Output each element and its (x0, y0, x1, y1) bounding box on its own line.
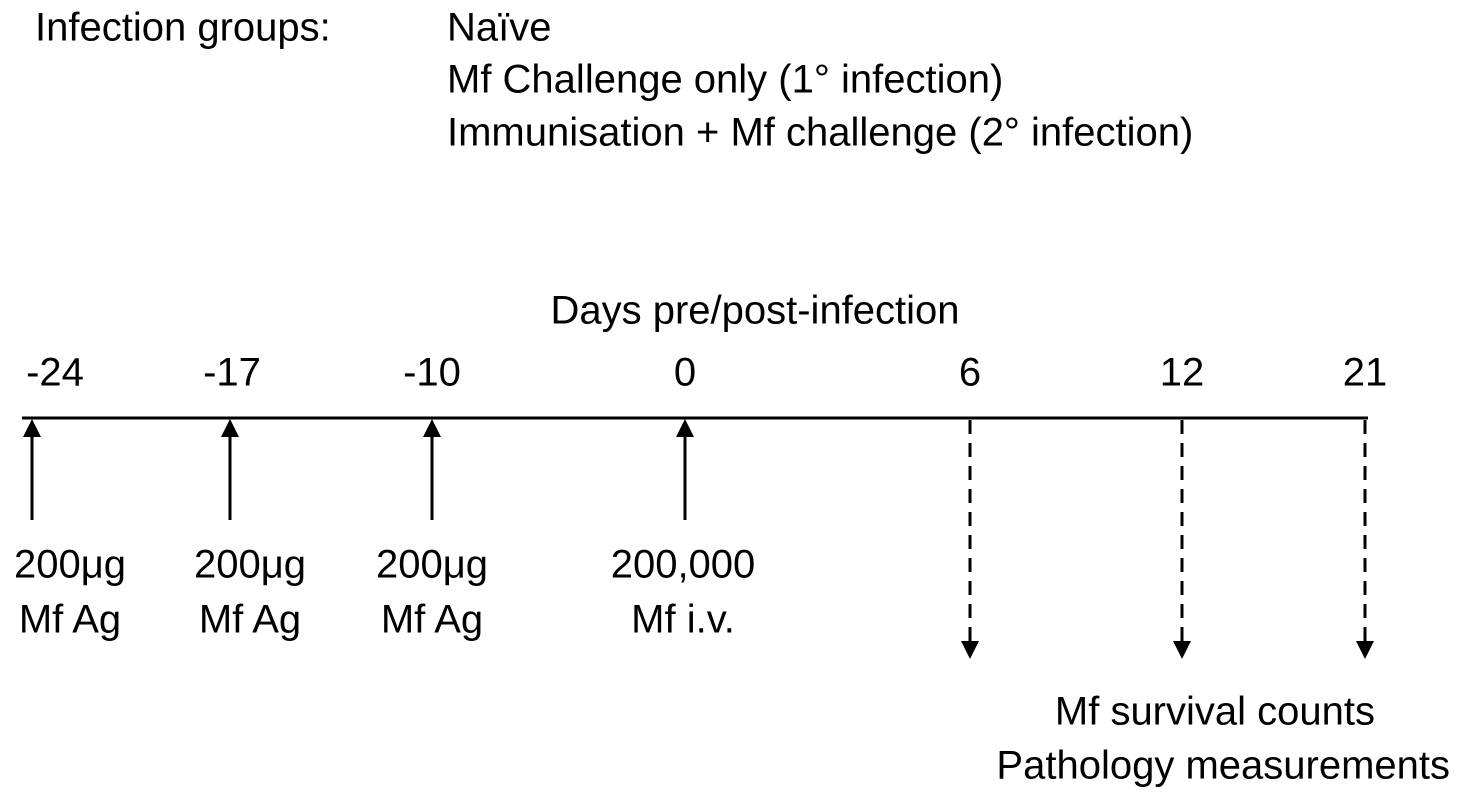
timeline-marks: -24 -17 -10 0 6 12 21 200μg Mf Ag 200μg Mf Ag 200μg… (14, 351, 1388, 659)
group: Mf Challenge only (1° infection) (447, 58, 1003, 102)
day-label: 21 (1343, 351, 1388, 395)
timeline-title: Days pre/post-infection (550, 289, 959, 333)
day-label: 0 (674, 351, 696, 395)
day-label: -17 (203, 351, 261, 395)
event-label: 200μg (376, 543, 488, 587)
measurement: Mf survival counts (1055, 690, 1375, 734)
event-label: Mf Ag (199, 598, 301, 642)
event-label: 200μg (14, 543, 126, 587)
group: Naïve (447, 6, 552, 50)
day-label: -10 (403, 351, 461, 395)
event-label: Mf i.v. (631, 598, 735, 642)
day-label: -24 (26, 351, 84, 395)
group: Immunisation + Mf challenge (2° infectio… (447, 111, 1193, 155)
day-label: 12 (1160, 351, 1205, 395)
event-label: Mf Ag (19, 598, 121, 642)
measurement: Pathology measurements (996, 744, 1450, 788)
groups-label: Infection groups: (35, 6, 331, 50)
day-label: 6 (959, 351, 981, 395)
event-label: 200μg (194, 543, 306, 587)
event-label: 200,000 (611, 543, 756, 587)
event-label: Mf Ag (381, 598, 483, 642)
